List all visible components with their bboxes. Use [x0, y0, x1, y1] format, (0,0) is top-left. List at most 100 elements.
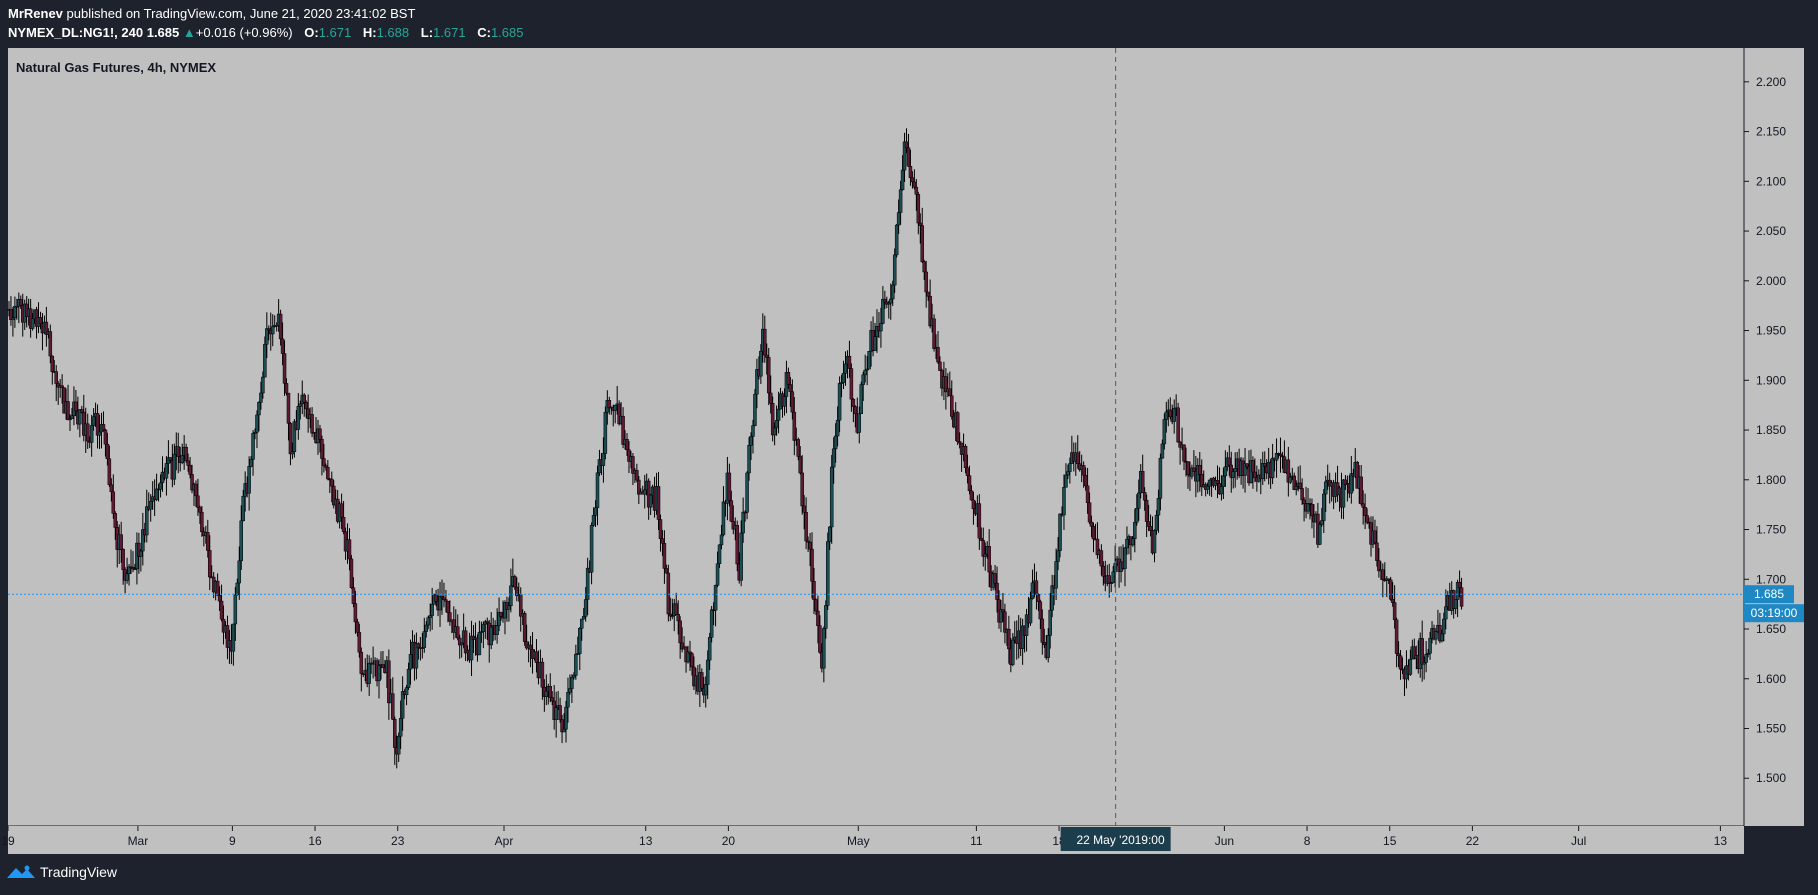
price-tick-label: 1.700 [1756, 572, 1786, 586]
candle-body [700, 672, 704, 689]
candle-body [111, 491, 116, 514]
time-tick-label: 9 [229, 834, 236, 848]
candle-body [772, 427, 777, 436]
candle-body [1245, 463, 1249, 468]
candle-body [774, 420, 779, 429]
candle-body [977, 503, 982, 539]
candle-body [507, 605, 511, 610]
candle-body [1323, 481, 1328, 495]
candle-body [607, 399, 612, 408]
candle-body [753, 393, 757, 426]
candle-body [233, 594, 238, 625]
candle-body [861, 374, 865, 385]
candle-body [892, 254, 897, 286]
candle-body [674, 603, 678, 615]
candle-body [1095, 538, 1100, 556]
candle-body [255, 414, 259, 433]
candle-body [1302, 499, 1306, 504]
candle-body [261, 376, 265, 394]
candle-body [1440, 633, 1444, 642]
candle-body [408, 654, 413, 670]
candle-body [800, 472, 804, 507]
candle-body [438, 595, 442, 611]
candle-body [339, 503, 344, 518]
candle-body [1176, 407, 1180, 443]
candle-body [158, 482, 163, 490]
candle-body [101, 424, 106, 431]
open-value: 1.671 [318, 25, 352, 40]
symbol-label: NYMEX_DL:NG1!, 240 [8, 25, 144, 40]
candle-body [320, 438, 324, 459]
candles [7, 128, 1464, 769]
candle-body [1085, 485, 1090, 503]
candle-body [406, 668, 411, 688]
candle-body [1007, 628, 1011, 650]
tradingview-logo[interactable]: TradingView [6, 864, 117, 880]
candle-body [889, 298, 893, 304]
candle-body [906, 147, 911, 167]
candle-body [424, 624, 429, 632]
candle-body [936, 346, 940, 363]
candle-body [910, 177, 915, 183]
candle-body [1125, 538, 1129, 549]
up-arrow-icon: ▲ [182, 25, 196, 40]
candle-body [1373, 530, 1377, 544]
candle-body [662, 543, 667, 569]
candle-body [176, 446, 181, 457]
candle-body [481, 623, 486, 632]
candle-body [1148, 526, 1153, 531]
candle-body [330, 478, 334, 487]
candle-body [660, 538, 665, 544]
candle-body [851, 398, 856, 407]
candle-body [926, 291, 930, 297]
candle-body [1099, 550, 1104, 567]
candle-body [1221, 475, 1226, 487]
candle-body [196, 495, 200, 508]
candle-body [1390, 598, 1395, 603]
candle-body [1089, 521, 1094, 527]
candle-body [444, 599, 448, 602]
candle-body [1011, 639, 1015, 665]
candle-body [1140, 471, 1145, 493]
crosshair-badge [1060, 827, 1171, 851]
candle-body [1253, 471, 1257, 479]
candle-body [1457, 582, 1462, 588]
candle-body [1075, 452, 1080, 464]
candle-body [1375, 542, 1379, 561]
price-tick-label: 1.500 [1756, 771, 1786, 785]
candle-body [1294, 486, 1298, 490]
candle-body [570, 676, 574, 689]
candle-body [755, 369, 759, 395]
candle-body [139, 550, 143, 557]
candle-body [827, 526, 832, 542]
candle-body [357, 632, 362, 653]
candle-body [918, 222, 923, 226]
candle-body [1160, 443, 1165, 459]
author-name[interactable]: MrRenev [8, 6, 63, 21]
candle-body [1144, 499, 1149, 522]
candle-body [993, 573, 997, 584]
candle-body [282, 353, 287, 384]
candle-body [922, 261, 926, 273]
chart-area[interactable] [8, 48, 1744, 826]
candle-body [1233, 468, 1237, 472]
candle-body [239, 520, 243, 562]
time-tick-label: 20 [722, 834, 736, 848]
candle-body [1081, 465, 1086, 476]
candle-body [396, 736, 401, 755]
candle-body [1231, 471, 1235, 478]
candle-body [145, 506, 149, 536]
candle-body [1146, 521, 1151, 527]
candle-body [863, 369, 867, 376]
candle-body [948, 388, 952, 397]
candle-body [688, 651, 692, 654]
candle-body [766, 357, 771, 394]
candle-body [107, 458, 112, 485]
candle-body [971, 499, 976, 510]
countdown-label: 03:19:00 [1751, 606, 1798, 620]
candle-body [304, 402, 308, 410]
candle-body [1459, 587, 1464, 607]
candle-body [745, 472, 749, 513]
crosshair-time: 19:00 [1135, 833, 1165, 847]
